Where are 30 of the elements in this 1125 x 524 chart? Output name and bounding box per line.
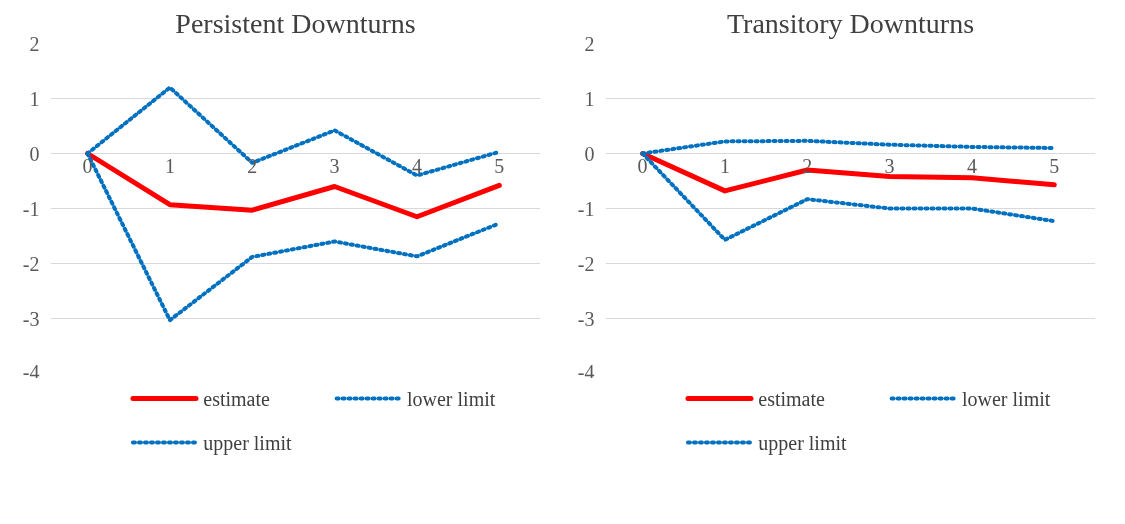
- chart-title: Persistent Downturns: [175, 7, 416, 39]
- x-tick-label: 1: [164, 154, 175, 177]
- x-tick-label: 1: [719, 154, 730, 177]
- y-tick-label: -2: [577, 252, 595, 275]
- legend-label: upper limit: [758, 431, 848, 455]
- x-tick-label: 0: [637, 154, 648, 177]
- y-tick-label: -3: [577, 307, 595, 330]
- legend-label: upper limit: [203, 431, 293, 455]
- x-tick-label: 4: [411, 154, 422, 177]
- legend-label: estimate: [758, 387, 826, 410]
- y-tick-label: -2: [22, 252, 40, 275]
- y-tick-label: -3: [22, 307, 40, 330]
- y-tick-label: -4: [577, 360, 595, 383]
- y-tick-label: 2: [29, 32, 40, 55]
- x-tick-label: 5: [1049, 154, 1060, 177]
- y-tick-label: -1: [577, 197, 595, 220]
- x-tick-label: 3: [329, 154, 340, 177]
- x-tick-label: 3: [884, 154, 895, 177]
- chart-title: Transitory Downturns: [726, 7, 975, 39]
- x-tick-label: 0: [82, 154, 93, 177]
- y-tick-label: -1: [22, 197, 40, 220]
- y-tick-label: 1: [29, 87, 40, 110]
- x-tick-label: 5: [494, 154, 505, 177]
- x-tick-label: 4: [966, 154, 977, 177]
- legend-label: lower limit: [961, 387, 1051, 410]
- legend-label: estimate: [203, 387, 271, 410]
- y-tick-label: 2: [584, 32, 595, 55]
- y-tick-label: 1: [584, 87, 595, 110]
- legend-label: lower limit: [406, 387, 496, 410]
- y-tick-label: -4: [22, 360, 40, 383]
